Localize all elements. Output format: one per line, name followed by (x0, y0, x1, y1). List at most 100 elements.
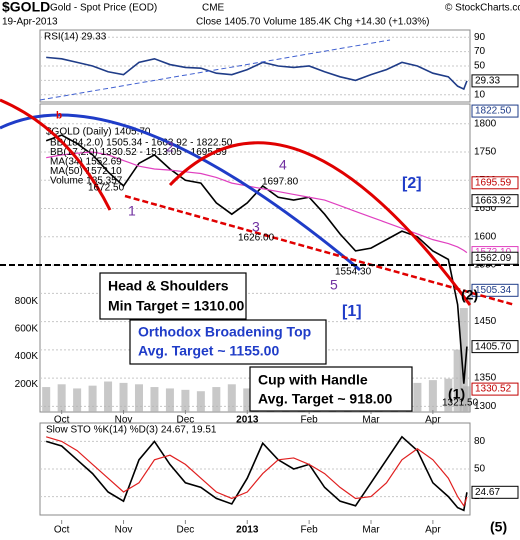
y-tick-label: 50 (474, 464, 486, 475)
value-tag (471, 176, 519, 190)
credit: © StockCharts.com (445, 3, 520, 14)
annotation: Cup with Handle (258, 372, 368, 388)
price-note: 1321.50 (442, 398, 479, 409)
y-tick-label: 10 (474, 89, 486, 100)
red-arc (168, 141, 472, 306)
annotation-box (99, 272, 247, 320)
wave-label: 3 (252, 219, 260, 235)
volume-bar (181, 389, 190, 412)
wave-label: (1) (448, 386, 465, 402)
value-tag (471, 104, 519, 118)
panel-title: Slow STO %K(14) %D(3) 24.67, 19.51 (46, 425, 217, 436)
y-tick-label: 80 (474, 436, 486, 447)
value-tag (471, 382, 519, 396)
series-line (46, 436, 468, 508)
y-tick-label: 1800 (474, 118, 497, 129)
x-tick-label: Mar (362, 415, 380, 426)
value-tag-label: 1663.92 (475, 195, 512, 206)
value-tag-label: 1330.52 (475, 384, 512, 395)
panel-title: $GOLD (Daily) 1405.70 (46, 127, 151, 138)
volume-bar (243, 388, 252, 412)
price-note: 1554.30 (335, 267, 372, 278)
legend-entry: Volume 185,357 (50, 176, 123, 187)
volume-bar (88, 385, 97, 412)
overlay (0, 39, 520, 307)
annotation-box (249, 366, 413, 412)
wave-label: 2 (166, 139, 174, 155)
annotation: Orthodox Broadening Top (138, 324, 311, 340)
y-tick-label: 1750 (474, 147, 497, 158)
series-line (45, 435, 468, 512)
y-tick-label: 1350 (474, 373, 497, 384)
volume-bar (413, 382, 422, 412)
volume-bar (459, 308, 468, 412)
wave-label: [2] (402, 175, 422, 192)
value-tag (471, 194, 519, 208)
price-note: 1626.00 (238, 233, 275, 244)
wave-label: (5) (490, 519, 507, 535)
volume-bar (165, 388, 174, 412)
volume-bar (196, 391, 205, 412)
x-tick-label: Feb (301, 525, 319, 536)
y-tick-label: 90 (474, 32, 486, 43)
value-tag-label: 1822.50 (475, 106, 512, 117)
volume-bar (227, 384, 236, 412)
volume-bar (453, 349, 462, 412)
x-tick-label: 2013 (236, 415, 259, 426)
annotation: Avg. Target ~ 918.00 (258, 391, 392, 407)
x-tick-label: Nov (115, 415, 133, 426)
volume-bar (104, 381, 113, 412)
volume-bar (42, 387, 51, 412)
volume-bar (212, 387, 221, 412)
value-tag-label: 24.67 (475, 487, 500, 498)
value-tag-label: 1562.09 (475, 253, 512, 264)
volume-bar (134, 384, 143, 412)
x-tick-label: Dec (176, 525, 194, 536)
x-tick-label: Feb (301, 415, 319, 426)
volume-bar (119, 382, 128, 412)
y-tick-label: 1550 (474, 260, 497, 271)
frame (39, 103, 471, 413)
name: Gold - Spot Price (EOD) (50, 3, 157, 14)
trend-line (39, 39, 391, 101)
y-tick-label: 1450 (474, 316, 497, 327)
annotation-box (129, 319, 327, 365)
x-tick-label: Dec (176, 415, 194, 426)
wave-label: 5 (330, 277, 338, 293)
x-tick-label: Nov (115, 525, 133, 536)
value-tag (471, 74, 519, 88)
volume-bar (57, 384, 66, 412)
date: 19-Apr-2013 (2, 17, 58, 28)
y-tick-label: 1300 (474, 401, 497, 412)
y-tick-label: 70 (474, 46, 486, 57)
legend-entry: BB(17,2.0) 1330.52 - 1513.05 - 1695.59 (50, 147, 227, 158)
wave-label: 4 (279, 157, 287, 173)
volume-bar (150, 387, 159, 412)
neckline (124, 194, 516, 307)
series-line (45, 134, 468, 384)
x-tick-label: Oct (54, 415, 70, 426)
annotation: Min Target = 1310.00 (108, 298, 245, 314)
volume-bar (444, 378, 453, 412)
y-tick-label: 1650 (474, 203, 497, 214)
volume-bar (428, 380, 437, 412)
x-tick-label: 2013 (236, 525, 259, 536)
y-tick-label: 50 (474, 61, 486, 72)
wave-label: (2) (461, 287, 478, 303)
wave-label: b (56, 111, 62, 122)
annotation: Avg. Target ~ 1155.00 (138, 343, 279, 359)
y-tick-label: 1600 (474, 231, 497, 242)
value-tag (471, 283, 519, 297)
series-line (46, 56, 468, 91)
x-tick-label: Apr (425, 525, 441, 536)
volume-bar (462, 386, 471, 412)
volume-tick-label: 800K (15, 296, 39, 307)
legend-entry: MA(34) 1552.69 (50, 157, 122, 168)
value-tag-label: 1505.34 (475, 285, 512, 296)
price-note: 1672.50 (88, 183, 125, 194)
value-tag-label: 1405.70 (475, 341, 512, 352)
blue-arc (0, 113, 361, 272)
value-tag (471, 485, 519, 499)
x-tick-label: Mar (362, 525, 380, 536)
